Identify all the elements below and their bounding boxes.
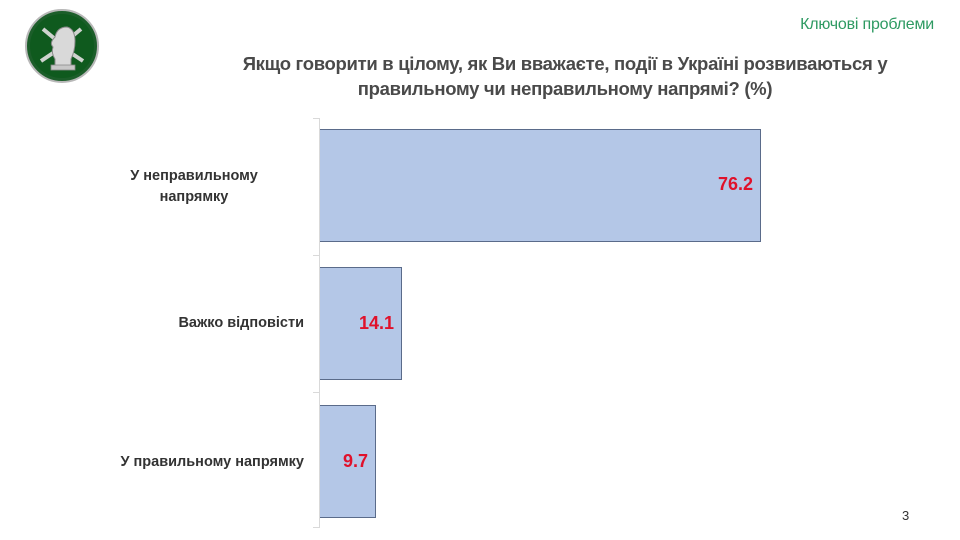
category-axis (319, 118, 320, 527)
category-label-hard-to-answer: Важко відповісти (178, 315, 304, 331)
section-title: Ключові проблеми (800, 16, 934, 33)
axis-tick (313, 255, 320, 256)
chart-title-line-1: Якщо говорити в цілому, як Ви вважаєте, … (242, 53, 888, 74)
category-label-line: напрямку (159, 189, 229, 205)
knight-chess-emblem-icon (25, 9, 99, 83)
axis-tick (313, 392, 320, 393)
axis-tick (313, 527, 320, 528)
value-label-hard-to-answer: 14.1 (358, 313, 394, 333)
chart-title-line-2: правильному чи неправильному напрямі? (%… (357, 78, 773, 99)
value-label-wrong-direction: 76.2 (717, 174, 753, 194)
category-label-right-direction: У правильному напрямку (120, 454, 305, 470)
bar-wrong-direction (320, 129, 761, 242)
category-label-wrong-direction: У неправильному напрямку (84, 166, 304, 208)
axis-tick (313, 118, 320, 119)
bar-hard-to-answer (320, 267, 402, 380)
chart-title: Якщо говорити в цілому, як Ви вважаєте, … (200, 51, 930, 101)
value-label-right-direction: 9.7 (342, 451, 368, 471)
bar-right-direction (320, 405, 376, 518)
category-label-line: У неправильному (130, 168, 258, 184)
page-number: 3 (902, 508, 910, 523)
